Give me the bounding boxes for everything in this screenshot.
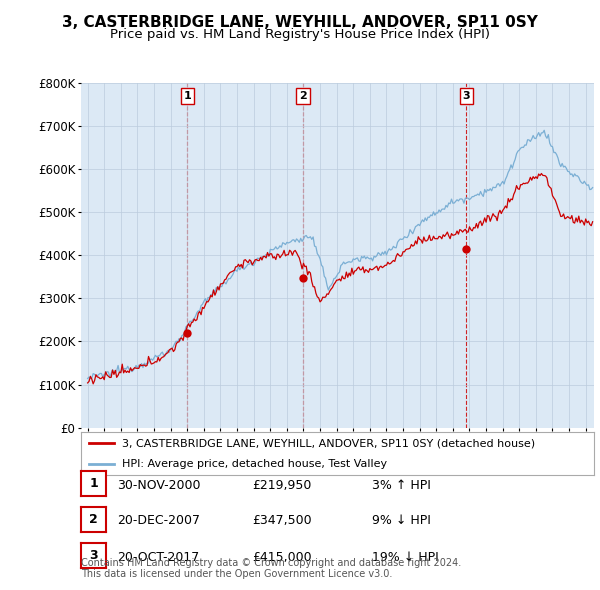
Text: £219,950: £219,950 bbox=[252, 479, 311, 492]
Text: 2: 2 bbox=[89, 513, 98, 526]
Text: 19% ↓ HPI: 19% ↓ HPI bbox=[372, 551, 439, 564]
Text: 9% ↓ HPI: 9% ↓ HPI bbox=[372, 514, 431, 527]
Text: 3, CASTERBRIDGE LANE, WEYHILL, ANDOVER, SP11 0SY (detached house): 3, CASTERBRIDGE LANE, WEYHILL, ANDOVER, … bbox=[122, 438, 535, 448]
Text: HPI: Average price, detached house, Test Valley: HPI: Average price, detached house, Test… bbox=[122, 460, 387, 469]
Text: 20-OCT-2017: 20-OCT-2017 bbox=[117, 551, 199, 564]
Text: £347,500: £347,500 bbox=[252, 514, 311, 527]
Text: 3: 3 bbox=[463, 91, 470, 101]
Text: Contains HM Land Registry data © Crown copyright and database right 2024.
This d: Contains HM Land Registry data © Crown c… bbox=[81, 558, 461, 579]
Text: 3, CASTERBRIDGE LANE, WEYHILL, ANDOVER, SP11 0SY: 3, CASTERBRIDGE LANE, WEYHILL, ANDOVER, … bbox=[62, 15, 538, 30]
Text: Price paid vs. HM Land Registry's House Price Index (HPI): Price paid vs. HM Land Registry's House … bbox=[110, 28, 490, 41]
Text: 3% ↑ HPI: 3% ↑ HPI bbox=[372, 479, 431, 492]
Text: 20-DEC-2007: 20-DEC-2007 bbox=[117, 514, 200, 527]
Text: 30-NOV-2000: 30-NOV-2000 bbox=[117, 479, 200, 492]
Text: 2: 2 bbox=[299, 91, 307, 101]
Text: 3: 3 bbox=[89, 549, 98, 562]
Text: 1: 1 bbox=[89, 477, 98, 490]
Text: 1: 1 bbox=[184, 91, 191, 101]
Text: £415,000: £415,000 bbox=[252, 551, 311, 564]
